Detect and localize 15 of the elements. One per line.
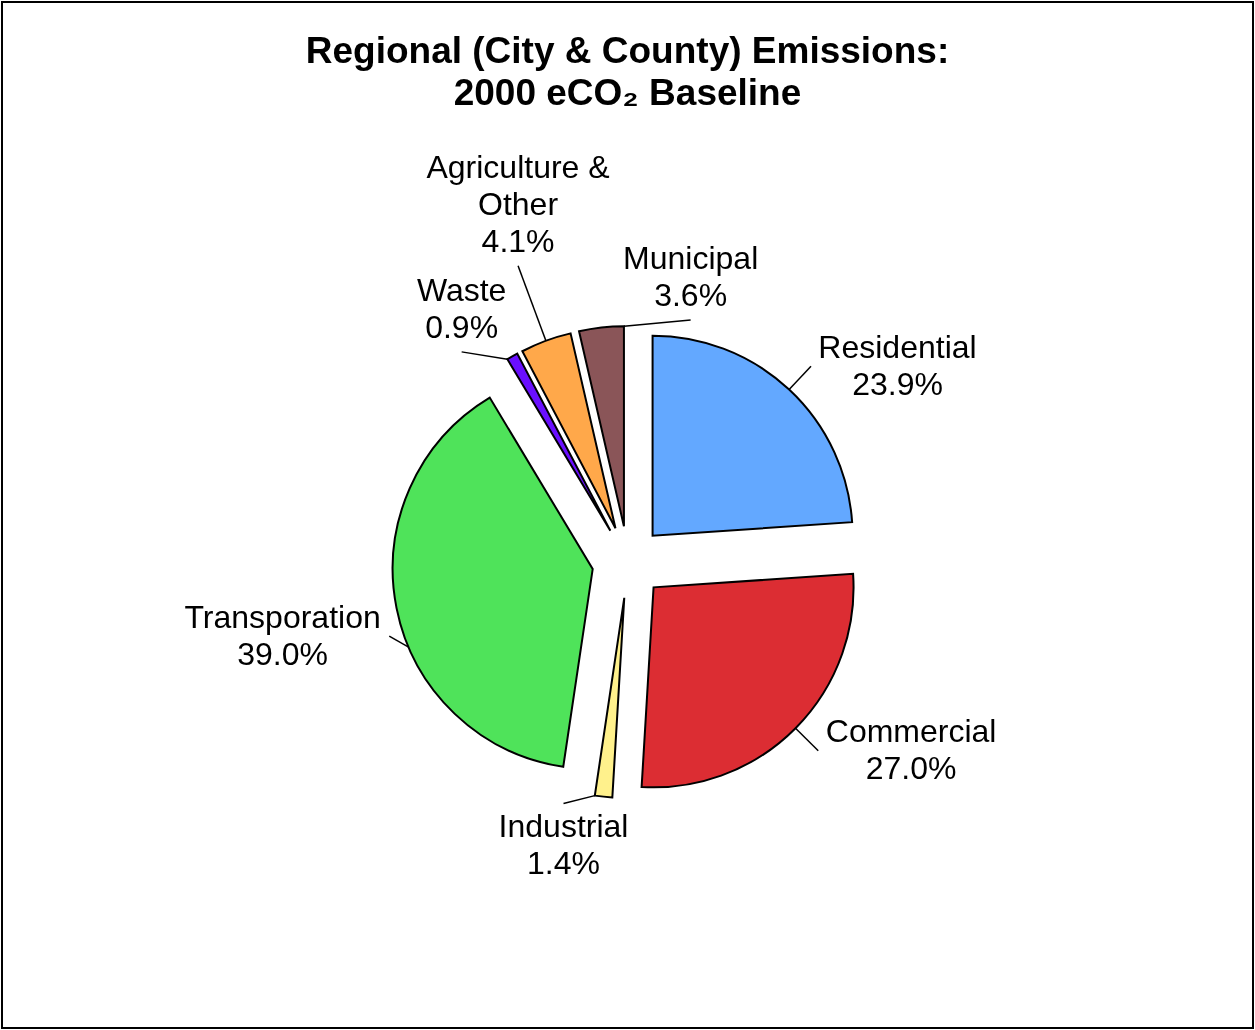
chart-title: Regional (City & County) Emissions: 2000 eCO₂ Baseline — [305, 30, 950, 113]
data-label: 3.6% — [654, 277, 728, 314]
slice-label: Commercial — [825, 713, 997, 750]
slice-label: Industrial — [498, 808, 629, 845]
data-label: 27.0% — [865, 750, 957, 787]
slice-label: Residential — [818, 328, 977, 365]
data-label: 0.9% — [425, 309, 499, 346]
data-label: 39.0% — [237, 635, 328, 672]
data-label: 1.4% — [527, 845, 600, 882]
slice-label: Agriculture & Other — [426, 149, 610, 223]
data-label: 4.1% — [481, 223, 555, 260]
slice-label: Waste — [416, 272, 507, 309]
slice-label: Municipal — [623, 240, 759, 277]
slice-label: Transporation — [184, 598, 381, 635]
data-label: 23.9% — [852, 365, 943, 402]
